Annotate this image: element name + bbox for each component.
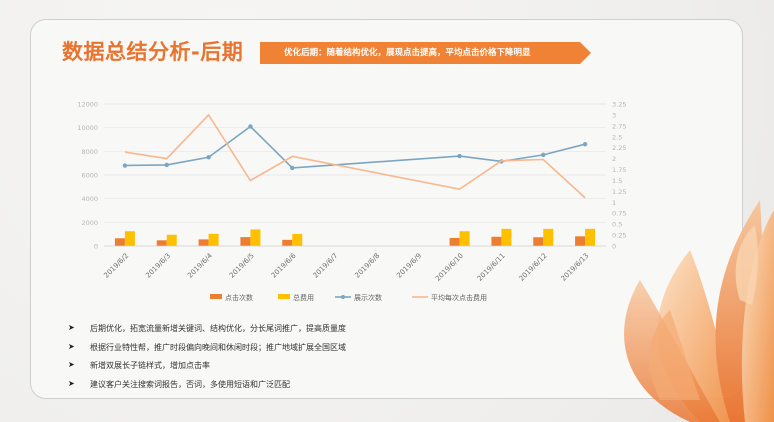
bar	[208, 233, 219, 246]
bar	[198, 239, 209, 246]
right-axis-tick-label: 3.25	[612, 101, 626, 109]
list-item-text: 后期优化，拓宽流量新增关键词、结构优化，分长尾词推广，提高质量度	[90, 324, 346, 333]
series-point	[290, 165, 295, 171]
legend-label: 展示次数	[354, 293, 382, 302]
banner-text: 优化后期：随着结构优化，展现点击提高，平均点击价格下降明显	[284, 48, 531, 58]
bar	[491, 236, 502, 246]
x-axis-tick-label: 2019/6/12	[518, 252, 549, 283]
right-axis-tick-label: 1	[612, 199, 616, 207]
x-axis-tick-label: 2019/6/7	[312, 252, 340, 280]
bar	[166, 234, 177, 246]
bar	[543, 228, 554, 246]
right-axis-tick-label: 2	[612, 155, 616, 163]
right-axis-tick-label: 2.25	[612, 144, 626, 152]
x-axis-tick-label: 2019/6/9	[395, 252, 423, 280]
left-axis-ticks: 0 2000 4000 6000 8000 10000 12000	[77, 101, 98, 251]
right-axis-ticks: 0 0.25 0.5 0.75 1 1.25 1.5 1.75 2 2.25 2.5 2.75 3 3.2…	[612, 101, 626, 251]
legend-label: 平均每次点击费用	[431, 293, 487, 302]
bar	[250, 229, 261, 246]
x-axis-tick-label: 2019/6/13	[559, 252, 590, 283]
bar	[575, 236, 586, 246]
chart-lines	[122, 113, 588, 199]
series-point	[206, 155, 211, 160]
right-axis-tick-label: 0.25	[612, 232, 626, 240]
left-axis-tick-label: 10000	[77, 124, 98, 132]
arrow-bullet-icon: ➤	[68, 378, 75, 388]
list-item-text: 建议客户关注搜索词报告，否词，多使用短语和广泛匹配	[90, 379, 290, 389]
legend-swatch	[210, 294, 222, 299]
title-banner: 优化后期：随着结构优化，展现点击提高，平均点击价格下降明显	[260, 42, 591, 64]
series-line	[124, 113, 586, 199]
bar	[292, 233, 303, 246]
bar	[282, 239, 293, 246]
series-line	[124, 125, 586, 169]
right-axis-tick-label: 1.75	[612, 166, 626, 174]
left-axis-tick-label: 6000	[81, 172, 98, 180]
left-axis-tick-label: 12000	[77, 101, 98, 109]
right-axis-tick-label: 0.5	[612, 221, 622, 229]
page-title: 数据总结分析-后期	[62, 40, 244, 64]
left-axis-tick-label: 0	[94, 243, 98, 251]
bar	[240, 237, 251, 246]
right-axis-tick-label: 1.5	[612, 177, 622, 185]
banner-arrow-shape	[260, 42, 591, 64]
arrow-bullet-icon: ➤	[68, 323, 75, 332]
bar	[114, 238, 125, 246]
list-item-text: 新增双展长子链样式，增加点击率	[90, 361, 210, 370]
bar	[585, 228, 596, 246]
left-axis-tick-label: 2000	[81, 219, 98, 227]
chart-gridlines	[104, 103, 606, 247]
series-point	[248, 124, 253, 129]
series-point	[164, 162, 169, 168]
x-axis-tick-label: 2019/6/2	[102, 252, 130, 280]
chart-legend: 点击次数 总费用 展示次数 平均每次点击费用	[210, 293, 487, 302]
bar	[533, 237, 544, 246]
x-axis-tick-label: 2019/6/11	[476, 252, 507, 283]
series-point	[122, 163, 128, 168]
list-item-text: 根据行业特性帮，推广时段偏向晚间和休闲时段；推广地域扩展全国区域	[90, 342, 346, 352]
bar	[449, 237, 460, 246]
bar	[124, 231, 135, 246]
right-axis-tick-label: 2.5	[612, 133, 622, 141]
series-point	[541, 152, 546, 158]
x-axis-tick-label: 2019/6/10	[434, 252, 465, 283]
right-axis-tick-label: 1.25	[612, 188, 626, 196]
x-axis-tick-label: 2019/6/4	[186, 251, 214, 279]
right-axis-tick-label: 0.75	[612, 210, 626, 218]
series-point	[582, 142, 588, 147]
arrow-bullet-icon: ➤	[68, 360, 75, 369]
right-axis-tick-label: 0	[612, 243, 616, 251]
bar	[459, 231, 470, 246]
series-point	[457, 153, 462, 159]
x-axis-ticks: 2019/6/2 2019/6/3 2019/6/4 2019/6/5 2019/6/6…	[102, 245, 606, 283]
bar	[501, 228, 512, 246]
arrow-bullet-icon: ➤	[68, 341, 75, 351]
legend-label: 总费用	[293, 293, 314, 302]
right-axis-tick-label: 2.75	[612, 122, 626, 130]
x-axis-tick-label: 2019/6/6	[270, 251, 298, 279]
right-axis-tick-label: 3	[612, 111, 616, 119]
left-axis-tick-label: 8000	[81, 148, 98, 156]
left-axis-tick-label: 4000	[81, 195, 98, 203]
legend-label: 点击次数	[225, 293, 253, 302]
chart-bars	[114, 228, 596, 246]
legend-swatch	[278, 294, 290, 299]
x-axis-tick-label: 2019/6/5	[228, 252, 256, 280]
bar	[156, 240, 167, 246]
x-axis-tick-label: 2019/6/8	[353, 252, 381, 280]
x-axis-tick-label: 2019/6/3	[144, 252, 172, 280]
legend-marker	[341, 295, 345, 299]
